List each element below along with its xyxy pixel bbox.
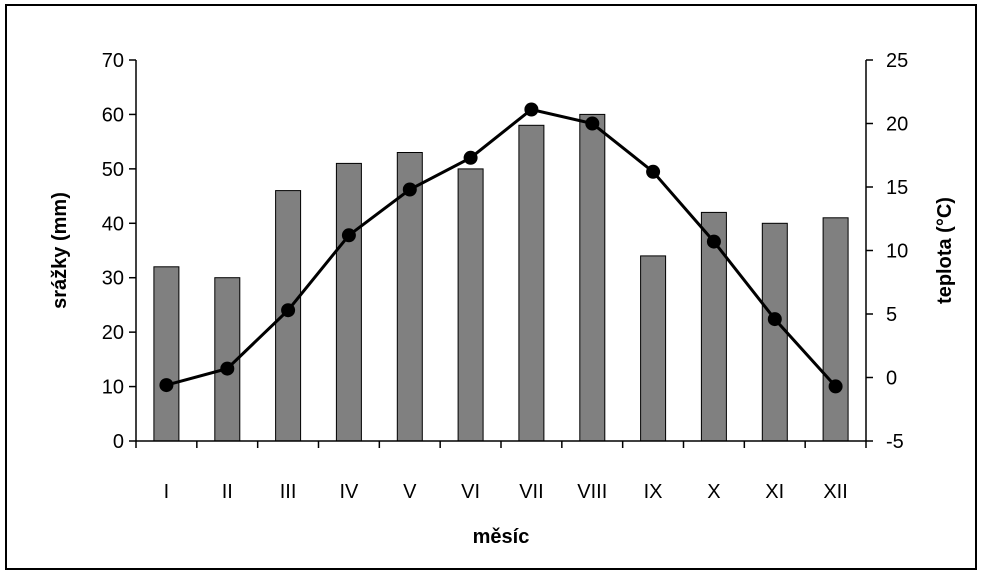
x-tick-label-I: I xyxy=(164,481,170,503)
x-axis-title: měsíc xyxy=(473,526,530,548)
y-tick-label-left: 50 xyxy=(102,159,124,181)
bar-XII xyxy=(822,217,849,442)
axes xyxy=(129,59,873,448)
temperature-point-III xyxy=(281,303,296,318)
bar-VI xyxy=(457,168,484,442)
temperature-point-IV xyxy=(341,228,356,243)
bar-V xyxy=(396,152,423,442)
x-tick-label-XII: XII xyxy=(823,481,847,503)
x-tick-label-II: II xyxy=(222,481,233,503)
temperature-line-path xyxy=(166,107,837,388)
temperature-point-VII xyxy=(524,102,539,117)
y-tick-label-left: 40 xyxy=(102,213,124,235)
x-tick-label-VIII: VIII xyxy=(577,481,607,503)
y-tick-label-left: 0 xyxy=(113,431,124,453)
bar-IX xyxy=(640,255,667,442)
x-tick-label-IV: IV xyxy=(339,481,359,503)
temperature-point-V xyxy=(402,182,417,197)
x-tick-label-IX: IX xyxy=(644,481,663,503)
temperature-line xyxy=(159,102,843,394)
bar-I xyxy=(153,266,180,442)
temperature-point-X xyxy=(706,234,721,249)
x-tick-label-XI: XI xyxy=(765,481,784,503)
y-tick-label-right: 0 xyxy=(886,368,897,390)
y-tick-label-right: 25 xyxy=(886,50,908,72)
y-tick-label-right: 20 xyxy=(886,114,908,136)
x-tick-label-X: X xyxy=(707,481,720,503)
y-tick-label-left: 10 xyxy=(102,377,124,399)
x-tick-label-VI: VI xyxy=(461,481,480,503)
y-axis-title-left: srážky (mm) xyxy=(49,192,71,309)
temperature-point-XI xyxy=(767,312,782,327)
temperature-point-IX xyxy=(646,164,661,179)
y-tick-label-right: 5 xyxy=(886,304,897,326)
x-tick-label-III: III xyxy=(280,481,297,503)
y-tick-label-left: 30 xyxy=(102,268,124,290)
bar-IV xyxy=(335,162,362,442)
y-tick-label-left: 20 xyxy=(102,322,124,344)
bar-VIII xyxy=(579,113,606,442)
bar-XI xyxy=(761,222,788,442)
bar-VII xyxy=(518,124,545,442)
y-tick-label-left: 60 xyxy=(102,104,124,126)
temperature-point-XII xyxy=(828,379,843,394)
temperature-point-I xyxy=(159,378,174,393)
temperature-point-VI xyxy=(463,150,478,165)
x-tick-label-VII: VII xyxy=(519,481,543,503)
x-tick-label-V: V xyxy=(403,481,417,503)
temperature-point-VIII xyxy=(585,116,600,131)
y-axis-title-right: teplota (°C) xyxy=(934,197,956,304)
y-tick-label-left: 70 xyxy=(102,50,124,72)
temperature-point-II xyxy=(220,361,235,376)
y-tick-label-right: 10 xyxy=(886,241,908,263)
y-tick-label-right: -5 xyxy=(886,431,904,453)
y-tick-label-right: 15 xyxy=(886,177,908,199)
